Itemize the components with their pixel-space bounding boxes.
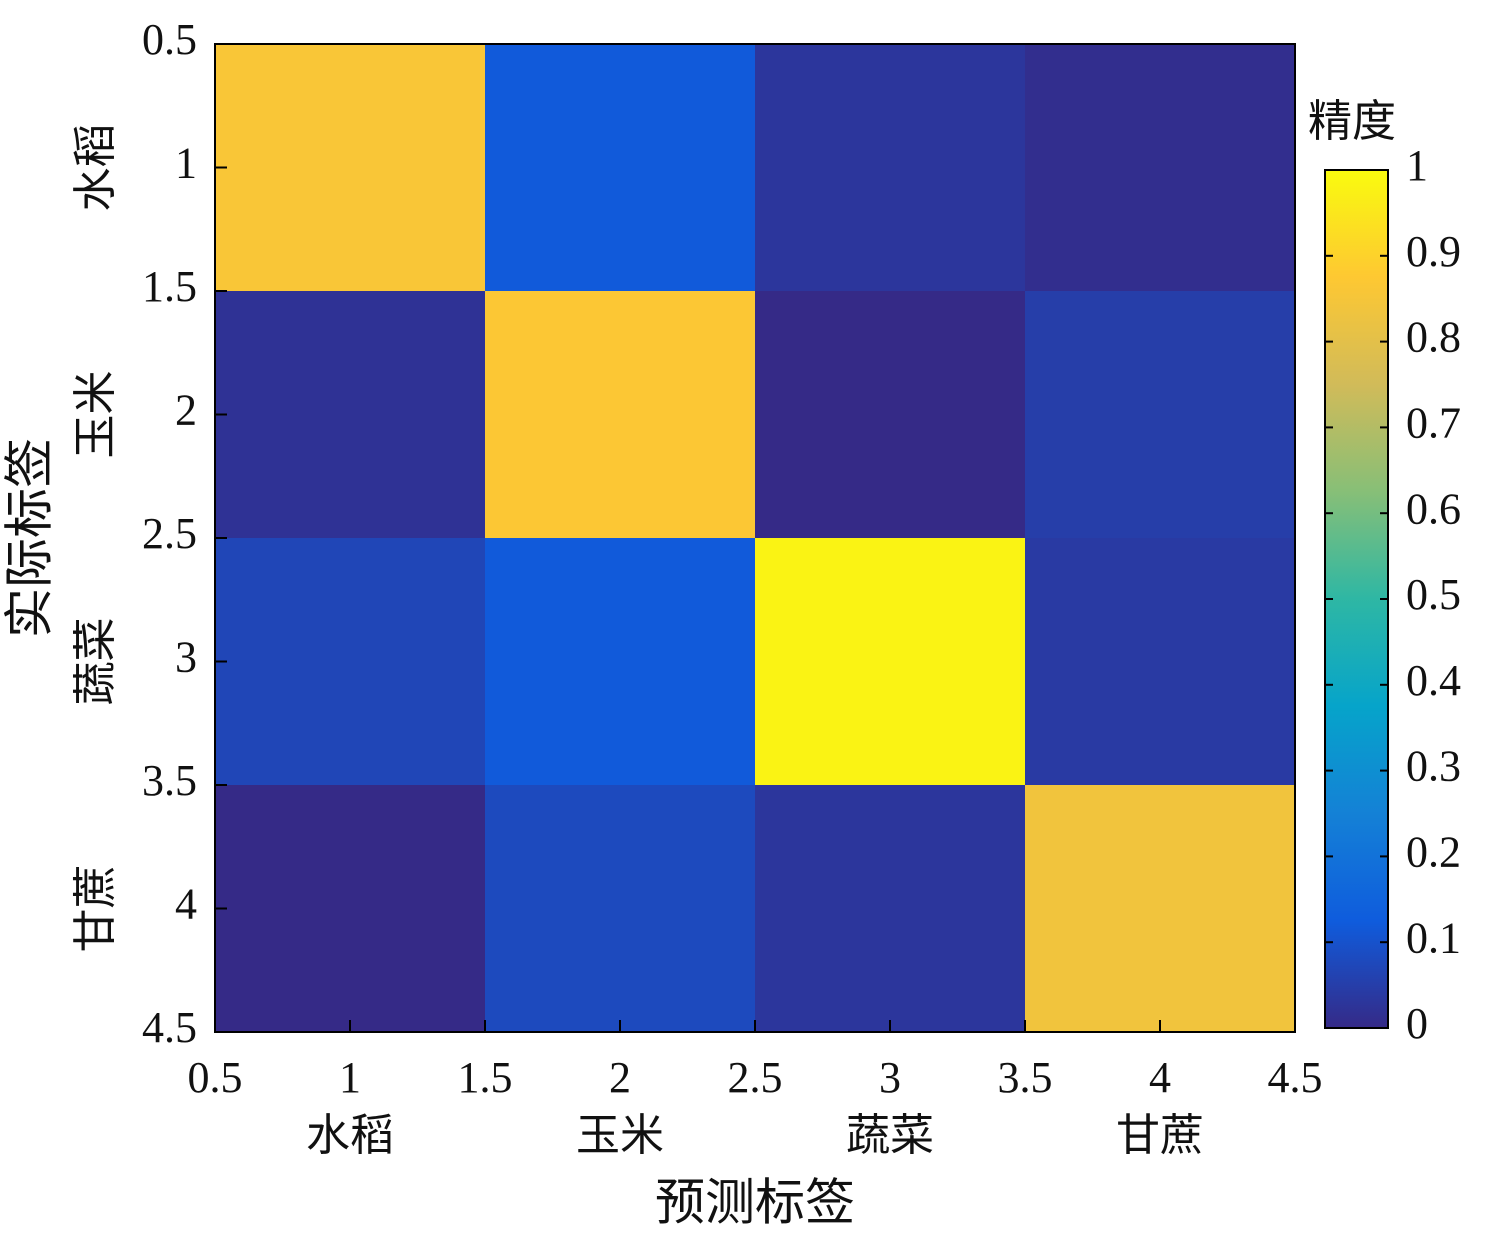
heatmap-cell (215, 44, 485, 291)
x-tick-label: 2 (609, 1053, 631, 1102)
heatmap-cell (215, 538, 485, 785)
x-category-label: 玉米 (576, 1111, 664, 1160)
y-category-label: 玉米 (71, 371, 120, 459)
heatmap-cell (1025, 291, 1295, 538)
colorbar-title: 精度 (1308, 97, 1396, 146)
x-tick-label: 1.5 (458, 1053, 513, 1102)
heatmap-cell (485, 291, 755, 538)
x-tick-label: 0.5 (188, 1053, 243, 1102)
x-tick-label: 4 (1149, 1053, 1171, 1102)
y-tick-label: 2.5 (142, 509, 197, 558)
y-axis-label: 实际标签 (1, 438, 57, 638)
y-tick-label: 2 (175, 386, 197, 435)
x-category-label: 甘蔗 (1116, 1111, 1204, 1160)
x-axis-label: 预测标签 (655, 1174, 855, 1230)
x-category-label: 蔬菜 (846, 1111, 934, 1160)
heatmap-cell (215, 291, 485, 538)
y-tick-label: 3 (175, 633, 197, 682)
colorbar-tick-label: 0.5 (1406, 570, 1461, 619)
y-category-label: 甘蔗 (71, 865, 120, 953)
colorbar-tick-label: 0.3 (1406, 742, 1461, 791)
heatmap-cell (485, 785, 755, 1032)
colorbar (1324, 169, 1389, 1029)
colorbar-tick-label: 0.8 (1406, 313, 1461, 362)
x-tick-label: 3.5 (998, 1053, 1053, 1102)
colorbar-tick-label: 0 (1406, 999, 1428, 1048)
x-tick-label: 2.5 (728, 1053, 783, 1102)
heatmap-cell (1025, 44, 1295, 291)
heatmap-cell (1025, 538, 1295, 785)
x-tick-label: 1 (339, 1053, 361, 1102)
colorbar-tick-label: 0.7 (1406, 398, 1461, 447)
heatmap-cell (215, 785, 485, 1032)
y-tick-label: 3.5 (142, 756, 197, 805)
colorbar-tick-label: 1 (1406, 141, 1428, 190)
heatmap-cell (755, 538, 1025, 785)
y-category-label: 蔬菜 (71, 618, 120, 706)
heatmap-cell (485, 44, 755, 291)
x-tick-label: 4.5 (1268, 1053, 1323, 1102)
heatmap-cell (755, 291, 1025, 538)
heatmap-cell (755, 785, 1025, 1032)
heatmap-cell (485, 538, 755, 785)
y-category-label: 水稻 (71, 124, 120, 212)
colorbar-tick-label: 0.6 (1406, 484, 1461, 533)
x-tick-label: 3 (879, 1053, 901, 1102)
y-tick-label: 1.5 (142, 262, 197, 311)
heatmap-cell (1025, 785, 1295, 1032)
y-tick-label: 0.5 (142, 15, 197, 64)
y-tick-label: 4.5 (142, 1003, 197, 1052)
heatmap-cell (755, 44, 1025, 291)
x-category-label: 水稻 (306, 1111, 394, 1160)
colorbar-tick-label: 0.1 (1406, 913, 1461, 962)
colorbar-tick-label: 0.9 (1406, 227, 1461, 276)
y-tick-label: 4 (175, 880, 197, 929)
colorbar-tick-label: 0.2 (1406, 827, 1461, 876)
y-tick-label: 1 (175, 139, 197, 188)
colorbar-tick-label: 0.4 (1406, 656, 1461, 705)
